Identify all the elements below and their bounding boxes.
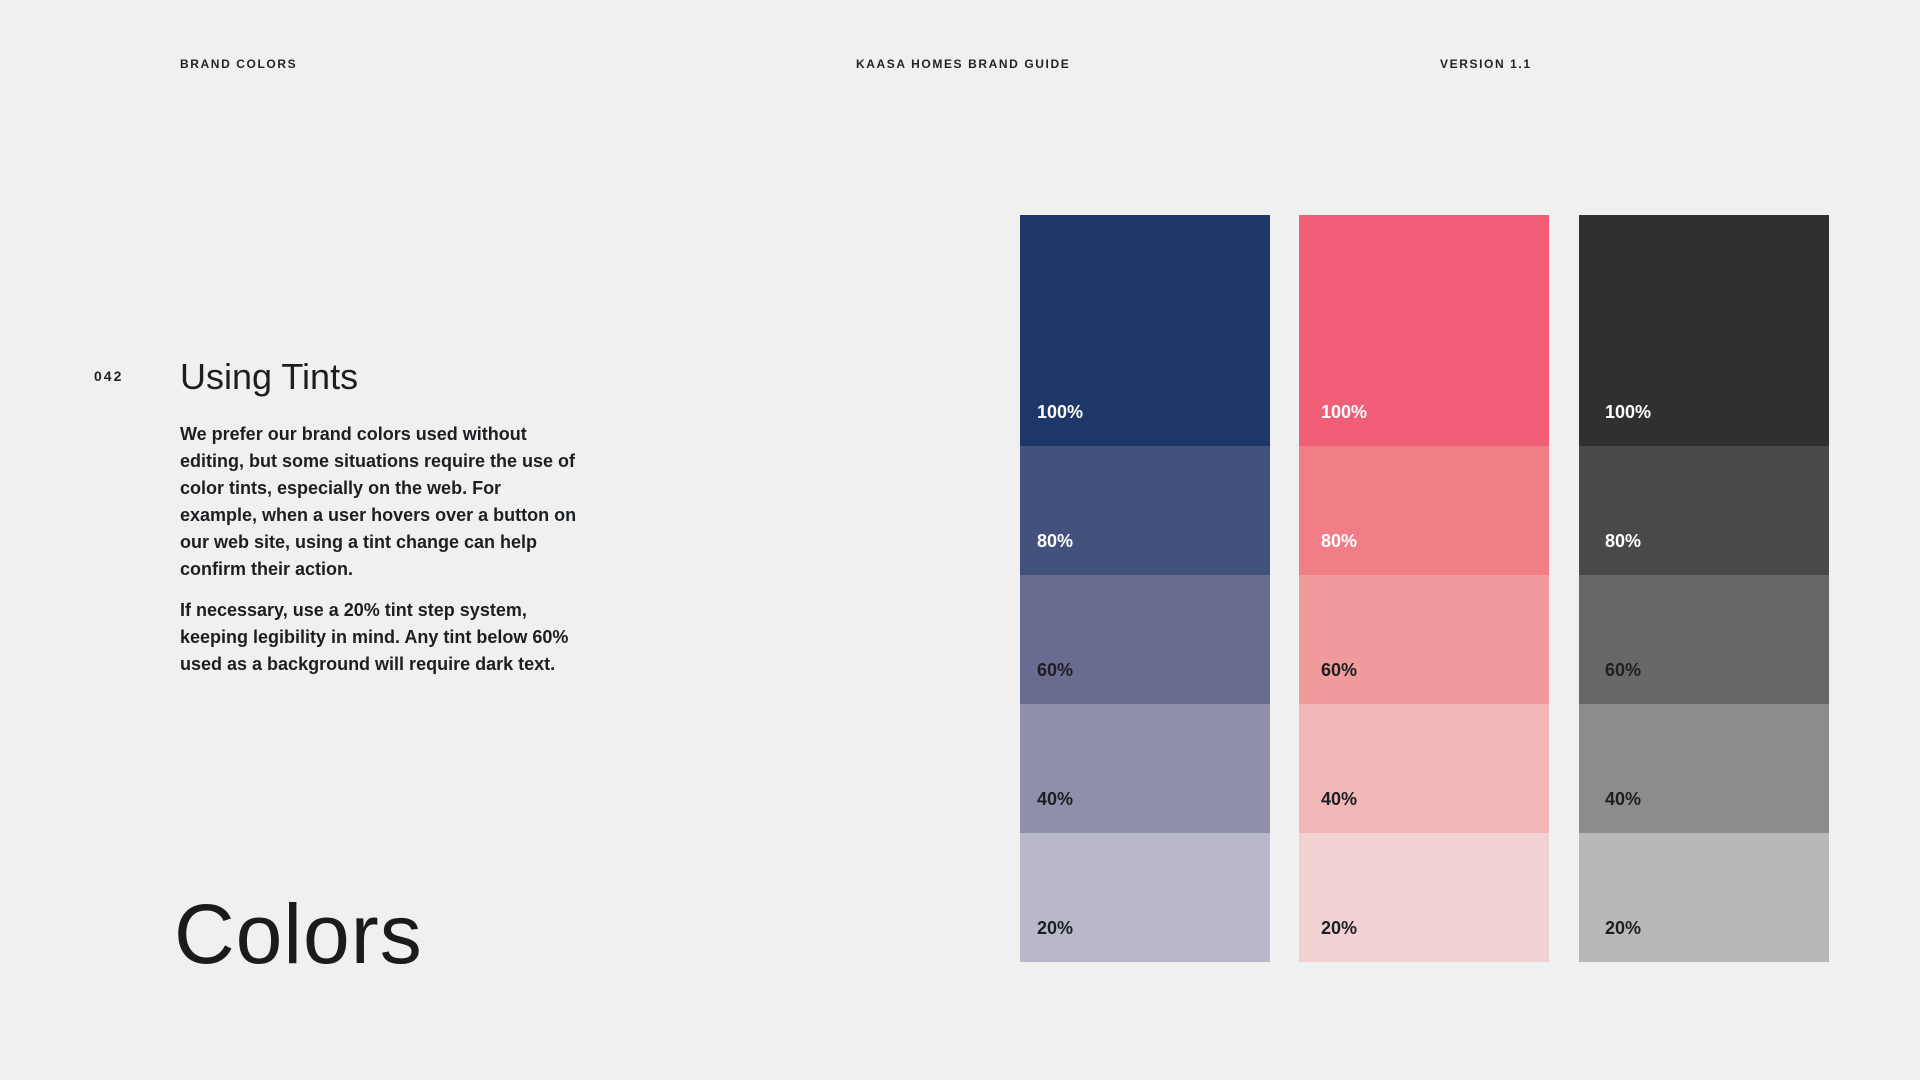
- charcoal-swatch-60: 60%: [1579, 575, 1829, 704]
- swatch-label: 60%: [1605, 660, 1642, 680]
- body-paragraph-2: If necessary, use a 20% tint step system…: [180, 600, 569, 674]
- pink-swatch-80: 80%: [1299, 446, 1549, 575]
- charcoal-swatch-40: 40%: [1579, 704, 1829, 833]
- section-heading: Using Tints: [180, 356, 359, 397]
- pink-swatch-20: 20%: [1299, 833, 1549, 962]
- charcoal-swatch-20: 20%: [1579, 833, 1829, 962]
- navy-swatch-100: 100%: [1020, 215, 1270, 446]
- pink-swatch-40: 40%: [1299, 704, 1549, 833]
- navy-tint-column: 100% 80% 60% 40% 20%: [1020, 215, 1270, 962]
- content-block: Using Tints We prefer our brand colors u…: [180, 355, 580, 692]
- swatch-label: 100%: [1321, 402, 1368, 422]
- pink-tint-column: 100% 80% 60% 40% 20%: [1299, 215, 1549, 962]
- swatch-label: 40%: [1321, 789, 1358, 809]
- navy-swatch-60: 60%: [1020, 575, 1270, 704]
- swatch-label: 20%: [1321, 918, 1358, 938]
- charcoal-swatch-100: 100%: [1579, 215, 1829, 446]
- navy-swatch-80: 80%: [1020, 446, 1270, 575]
- guide-title: KAASA HOMES BRAND GUIDE: [856, 57, 1071, 71]
- swatch-label: 80%: [1037, 531, 1074, 551]
- swatch-label: 100%: [1605, 402, 1652, 422]
- pink-swatch-60: 60%: [1299, 575, 1549, 704]
- page-number: 042: [94, 368, 124, 384]
- swatch-label: 40%: [1037, 789, 1074, 809]
- body-paragraph-1: We prefer our brand colors used without …: [180, 424, 577, 579]
- swatch-label: 100%: [1037, 402, 1084, 422]
- swatch-label: 20%: [1605, 918, 1642, 938]
- version-label: VERSION 1.1: [1440, 57, 1532, 71]
- swatch-label: 40%: [1605, 789, 1642, 809]
- navy-swatch-20: 20%: [1020, 833, 1270, 962]
- swatch-label: 60%: [1321, 660, 1358, 680]
- charcoal-tint-column: 100% 80% 60% 40% 20%: [1579, 215, 1829, 962]
- charcoal-swatch-80: 80%: [1579, 446, 1829, 575]
- swatch-label: 20%: [1037, 918, 1074, 938]
- swatch-label: 60%: [1037, 660, 1074, 680]
- section-label: BRAND COLORS: [180, 57, 298, 71]
- swatch-label: 80%: [1321, 531, 1358, 551]
- navy-swatch-40: 40%: [1020, 704, 1270, 833]
- page-title: Colors: [174, 887, 423, 981]
- pink-swatch-100: 100%: [1299, 215, 1549, 446]
- swatch-label: 80%: [1605, 531, 1642, 551]
